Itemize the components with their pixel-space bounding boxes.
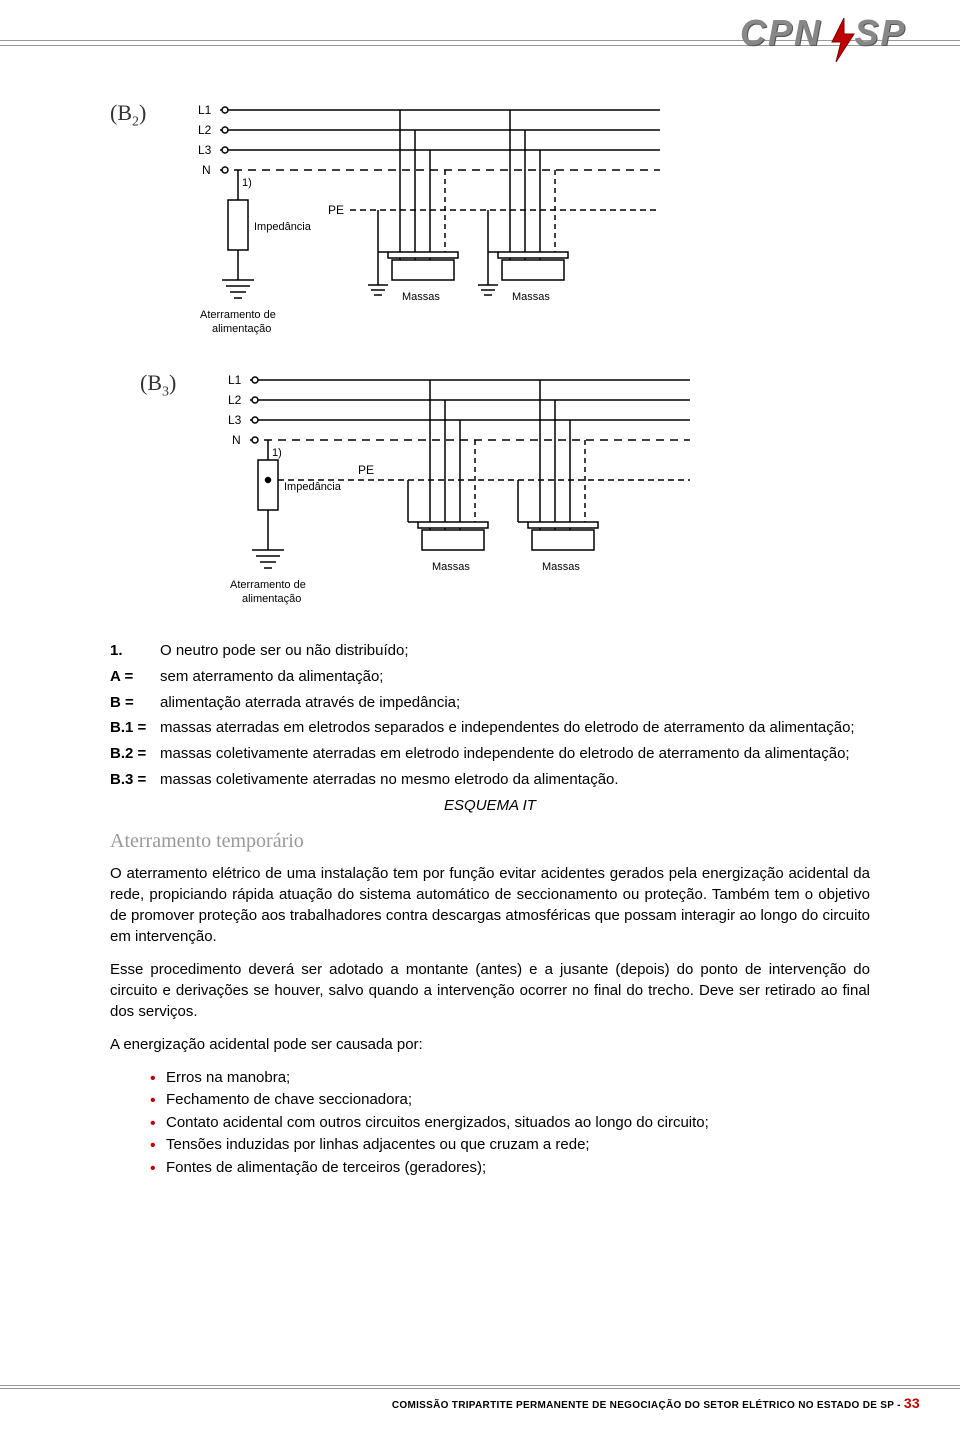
subheading: Aterramento temporário [110,830,870,853]
def-val: massas coletivamente aterradas em eletro… [160,743,870,765]
n-label: N [232,433,241,447]
aterramento-l1: Aterramento de [200,309,276,321]
def-key: A = [110,666,160,688]
def-intro: 1. O neutro pode ser ou não distribuído; [110,640,870,662]
def-val: massas aterradas em eletrodos separados … [160,717,870,739]
main-content: (B2) L1 L2 L3 N 1) PE [110,90,870,1179]
massas1-label: Massas [402,291,440,303]
def-key: B.2 = [110,743,160,765]
bottom-rule [0,1385,960,1389]
body-text: O aterramento elétrico de uma instalação… [110,863,870,1055]
logo: CPN SP [740,12,930,67]
def-row: A = sem aterramento da alimentação; [110,666,870,688]
aterramento-l1: Aterramento de [230,579,306,591]
footer-text: COMISSÃO TRIPARTITE PERMANENTE DE NEGOCI… [392,1400,904,1411]
l1-label: L1 [198,103,212,117]
note1: 1) [272,447,282,459]
def-key: B.1 = [110,717,160,739]
def-key: B = [110,692,160,714]
aterramento-l2: alimentação [212,323,271,335]
list-item: Contato acidental com outros circuitos e… [150,1112,870,1135]
list-item: Erros na manobra; [150,1067,870,1090]
note1: 1) [242,177,252,189]
logo-left: CPN [740,12,822,53]
def-row: B.1 = massas aterradas em eletrodos sepa… [110,717,870,739]
page-number: 33 [904,1395,920,1411]
list-item: Fechamento de chave seccionadora; [150,1089,870,1112]
n-label: N [202,163,211,177]
l1-label: L1 [228,373,242,387]
def-intro-num: 1. [110,640,140,662]
aterramento-l2: alimentação [242,593,301,605]
paragraph: O aterramento elétrico de uma instalação… [110,863,870,947]
massas1-label: Massas [432,561,470,573]
diagram-b2-label: (B2) [110,90,170,130]
list-item: Tensões induzidas por linhas adjacentes … [150,1134,870,1157]
l3-label: L3 [228,413,242,427]
lightning-icon [826,16,860,64]
esquema-label: ESQUEMA IT [110,797,870,814]
def-row: B = alimentação aterrada através de impe… [110,692,870,714]
diagram-b2-row: (B2) L1 L2 L3 N 1) PE [110,90,870,350]
footer: COMISSÃO TRIPARTITE PERMANENTE DE NEGOCI… [392,1395,920,1411]
l2-label: L2 [228,393,242,407]
logo-right: SP [854,12,906,53]
l2-label: L2 [198,123,212,137]
def-key: B.3 = [110,769,160,791]
pe-label: PE [328,203,344,217]
diagram-b3: L1 L2 L3 N 1) PE Impedância Aterramento … [200,360,700,620]
l3-label: L3 [198,143,212,157]
pe-label: PE [358,463,374,477]
impedancia-label: Impedância [284,481,342,493]
def-val: alimentação aterrada através de impedânc… [160,692,870,714]
def-row: B.3 = massas coletivamente aterradas no … [110,769,870,791]
massas2-label: Massas [512,291,550,303]
diagram-b2: L1 L2 L3 N 1) PE Impedância Aterramento … [170,90,670,350]
paragraph: Esse procedimento deverá ser adotado a m… [110,959,870,1022]
definitions-list: 1. O neutro pode ser ou não distribuído;… [110,640,870,791]
impedancia-label: Impedância [254,221,312,233]
massas2-label: Massas [542,561,580,573]
def-intro-text: O neutro pode ser ou não distribuído; [160,640,870,662]
bullet-list: Erros na manobra; Fechamento de chave se… [150,1067,870,1180]
diagram-b3-row: (B3) L1 L2 L3 N 1) PE [140,360,870,620]
diagram-b3-label: (B3) [140,360,200,400]
def-val: sem aterramento da alimentação; [160,666,870,688]
def-val: massas coletivamente aterradas no mesmo … [160,769,870,791]
list-item: Fontes de alimentação de terceiros (gera… [150,1157,870,1180]
def-row: B.2 = massas coletivamente aterradas em … [110,743,870,765]
paragraph: A energização acidental pode ser causada… [110,1034,870,1055]
